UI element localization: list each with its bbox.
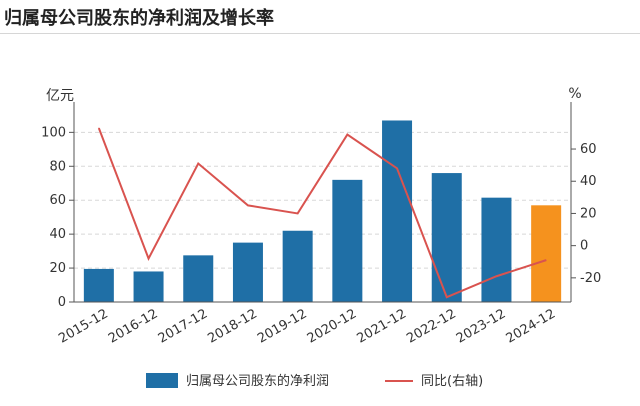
x-tick-label: 2015-12	[56, 306, 111, 346]
x-tick-label: 2016-12	[106, 306, 161, 346]
y-left-tick-label: 60	[49, 193, 66, 208]
y-left-tick-label: 20	[49, 261, 66, 276]
bar-2020-12	[332, 179, 363, 302]
y-right-tick-label: 0	[580, 239, 588, 254]
growth-point-2015-12	[98, 127, 100, 129]
bar-2016-12	[133, 271, 164, 302]
growth-line	[97, 127, 547, 299]
x-tick-label: 2018-12	[205, 306, 260, 346]
x-tick-label: 2017-12	[156, 306, 211, 346]
growth-point-2018-12	[247, 204, 249, 206]
bar-2019-12	[282, 230, 313, 302]
growth-point-2020-12	[346, 134, 348, 136]
x-tick-label: 2024-12	[504, 306, 559, 346]
growth-point-2022-12	[446, 296, 448, 298]
growth-polyline	[97, 127, 547, 299]
bar-2021-12	[382, 120, 413, 302]
y-right-tick-label: -20	[580, 271, 601, 286]
legend: 归属母公司股东的净利润 同比(右轴)	[146, 373, 483, 389]
y-left-unit: 亿元	[46, 88, 74, 104]
chart-title: 归属母公司股东的净利润及增长率	[4, 8, 274, 29]
y-right-tick-label: 20	[580, 206, 597, 221]
x-tick-label: 2021-12	[355, 306, 410, 346]
bar-2017-12	[183, 255, 214, 302]
growth-point-2017-12	[197, 163, 199, 165]
bars	[83, 120, 562, 302]
growth-point-2021-12	[396, 167, 398, 169]
y-right-tick-label: 40	[580, 174, 597, 189]
y-left-tick-label: 100	[41, 125, 66, 140]
bar-2015-12	[83, 268, 114, 302]
bar-2018-12	[232, 242, 263, 302]
x-tick-label: 2020-12	[305, 306, 360, 346]
legend-bar-swatch	[146, 373, 178, 388]
growth-point-2024-12	[545, 259, 547, 261]
y-right-unit: %	[568, 86, 581, 102]
chart-header: 归属母公司股东的净利润及增长率	[0, 0, 640, 34]
growth-point-2023-12	[495, 275, 497, 277]
legend-line-label: 同比(右轴)	[421, 374, 483, 389]
y-left-tick-label: 80	[49, 159, 66, 174]
bar-2023-12	[481, 197, 512, 302]
bar-2024-12	[531, 205, 562, 302]
x-tick-label: 2022-12	[404, 306, 459, 346]
legend-bar-label: 归属母公司股东的净利润	[186, 373, 329, 389]
growth-point-2019-12	[297, 212, 299, 214]
x-tick-label: 2019-12	[255, 306, 310, 346]
y-left-tick-label: 0	[58, 295, 66, 310]
y-left-tick-label: 40	[49, 227, 66, 242]
y-right-tick-label: 60	[580, 142, 597, 157]
bar-2022-12	[431, 173, 462, 302]
x-tick-label: 2023-12	[454, 306, 509, 346]
growth-point-2016-12	[148, 258, 150, 260]
